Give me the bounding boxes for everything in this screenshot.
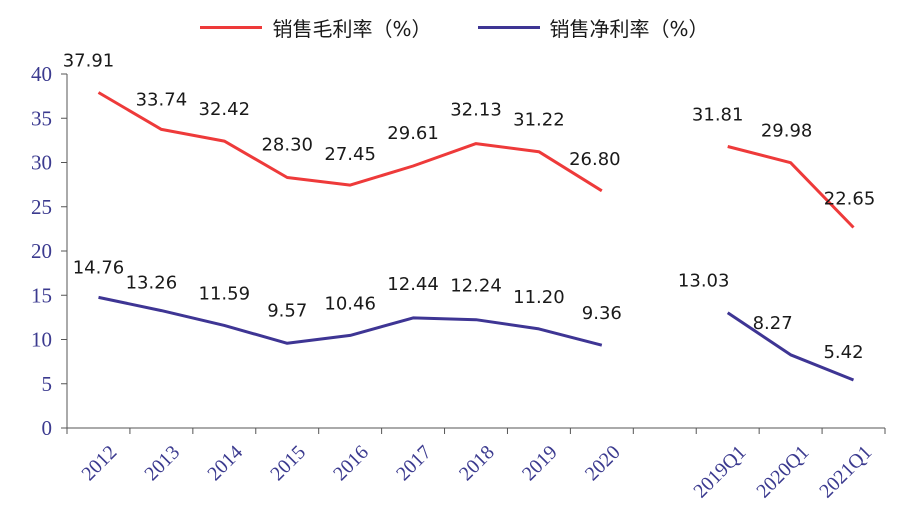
data-label-net-margin: 13.03 [678,271,730,292]
legend-label-net-margin: 销售净利率（%） [549,16,709,41]
y-tick-label: 0 [42,416,53,440]
y-tick-label: 15 [31,283,52,307]
x-tick-label: 2013 [140,441,184,485]
data-label-gross-margin: 28.30 [261,135,313,156]
data-label-net-margin: 14.76 [73,257,125,278]
legend-item-gross-margin: 销售毛利率（%） [200,13,432,42]
data-label-net-margin: 10.46 [324,293,376,314]
data-label-net-margin: 9.57 [267,300,307,321]
data-label-gross-margin: 26.80 [569,149,621,170]
x-tick-label: 2017 [392,441,436,485]
data-label-gross-margin: 33.74 [136,89,188,110]
data-label-gross-margin: 22.65 [824,189,876,210]
x-tick-label: 2021Q1 [815,441,876,502]
y-tick-label: 40 [31,62,52,86]
data-label-gross-margin: 32.13 [450,100,502,121]
data-label-net-margin: 12.24 [450,276,502,297]
x-tick-label: 2012 [77,441,121,485]
data-label-gross-margin: 31.22 [513,110,565,131]
x-tick-label: 2014 [203,441,247,485]
y-tick-label: 35 [31,106,52,130]
legend-item-net-margin: 销售净利率（%） [477,13,709,42]
data-label-net-margin: 12.44 [387,274,439,295]
series-line-net-margin [726,311,855,382]
data-label-net-margin: 8.27 [753,313,793,334]
y-tick-label: 20 [31,239,52,263]
data-label-gross-margin: 32.42 [199,99,251,120]
data-label-net-margin: 5.42 [823,342,863,363]
y-tick-label: 10 [31,328,52,352]
data-label-gross-margin: 37.91 [63,50,115,71]
data-label-gross-margin: 27.45 [324,144,376,165]
legend-swatch-net-margin [477,25,540,29]
x-tick-label: 2018 [455,441,499,485]
data-label-net-margin: 9.36 [582,303,622,324]
series-line-net-margin [98,295,603,347]
x-tick-label: 2020Q1 [752,441,813,502]
data-label-net-margin: 13.26 [126,273,178,294]
data-label-gross-margin: 29.61 [387,123,439,144]
x-tick-label: 2020 [581,441,625,485]
y-tick-label: 5 [42,372,53,396]
legend-label-gross-margin: 销售毛利率（%） [272,16,432,41]
y-tick-label: 30 [31,151,52,175]
data-label-net-margin: 11.20 [513,287,565,308]
data-label-gross-margin: 29.98 [761,121,813,142]
data-label-gross-margin: 31.81 [692,104,744,125]
data-label-net-margin: 11.59 [199,283,251,304]
x-tick-label: 2019 [518,441,562,485]
legend-swatch-gross-margin [200,25,263,29]
series-layer [97,91,855,382]
x-tick-label: 2019Q1 [689,441,750,502]
x-tick-label: 2015 [266,441,310,485]
series-line-gross-margin [727,145,855,229]
y-tick-label: 25 [31,195,52,219]
data-labels: 37.91 33.74 32.42 28.30 27.45 29.61 32.13 31.22… [63,50,876,363]
series-line-gross-margin [97,91,603,193]
legend: 销售毛利率（%） 销售净利率（%） [0,10,909,44]
x-tick-label: 2016 [329,441,373,485]
